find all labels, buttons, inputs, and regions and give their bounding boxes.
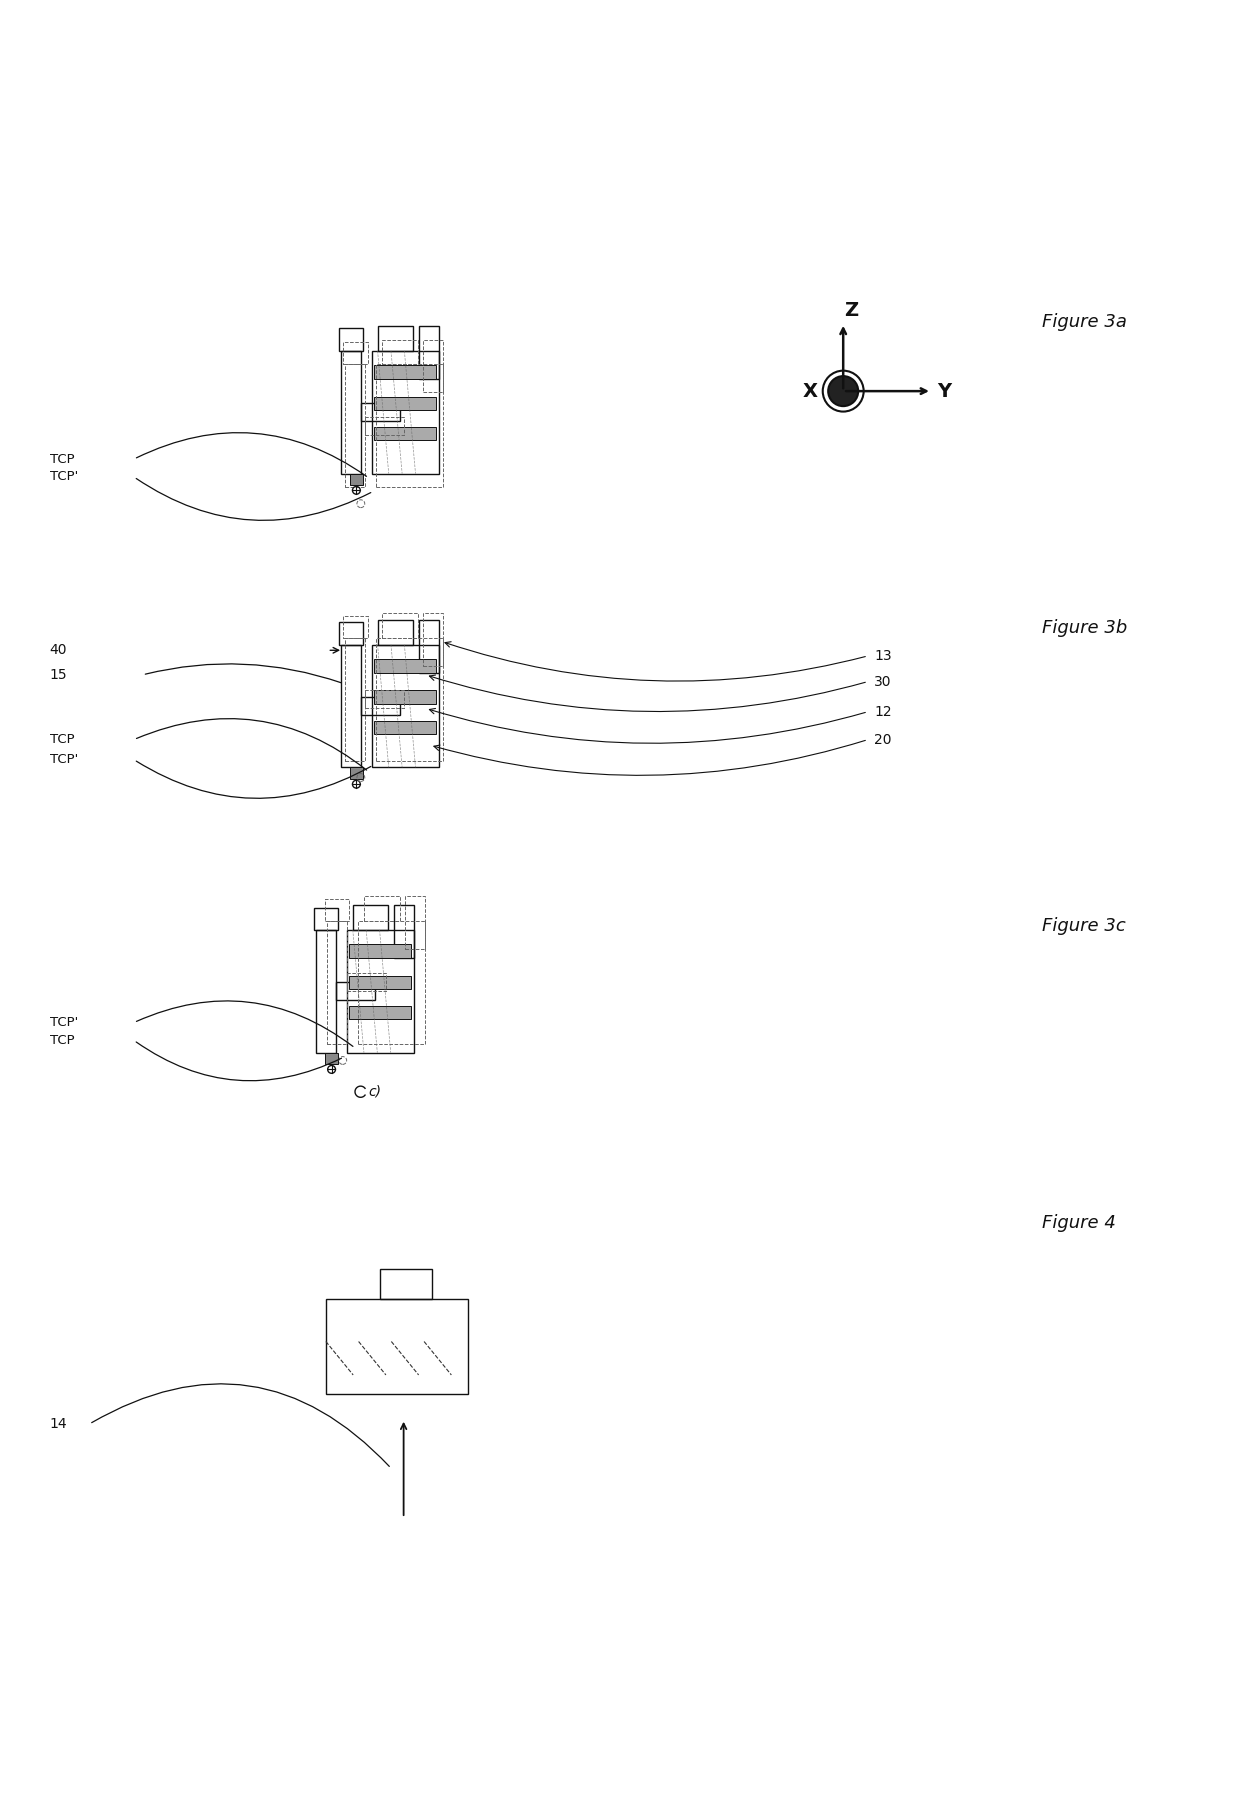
Text: c): c): [368, 1084, 382, 1099]
Bar: [353, 906, 388, 929]
Text: TCP': TCP': [50, 752, 78, 767]
Bar: [423, 339, 444, 391]
Text: Z: Z: [843, 301, 858, 319]
Bar: [377, 364, 444, 487]
Bar: [350, 767, 363, 779]
Bar: [325, 898, 350, 922]
Bar: [374, 658, 435, 673]
Text: TCP': TCP': [50, 471, 78, 483]
Bar: [374, 691, 435, 704]
Text: TCP: TCP: [50, 1034, 74, 1046]
Bar: [347, 974, 387, 990]
Bar: [347, 929, 414, 1054]
Bar: [343, 615, 367, 639]
Text: Y: Y: [937, 382, 951, 400]
Bar: [345, 639, 366, 761]
Bar: [365, 897, 399, 922]
Bar: [361, 696, 399, 714]
Bar: [314, 907, 339, 929]
Text: Figure 3c: Figure 3c: [1042, 916, 1126, 934]
Bar: [374, 397, 435, 410]
Bar: [358, 922, 425, 1045]
Text: 15: 15: [50, 667, 67, 682]
Bar: [336, 983, 374, 999]
Bar: [374, 366, 435, 379]
Bar: [423, 613, 444, 666]
Bar: [419, 327, 439, 379]
Bar: [326, 1299, 467, 1394]
Bar: [366, 417, 404, 435]
Text: 13: 13: [874, 649, 892, 662]
Bar: [339, 328, 363, 350]
Bar: [341, 644, 361, 767]
Bar: [350, 1007, 410, 1019]
Bar: [341, 350, 361, 474]
Bar: [366, 691, 404, 709]
Text: TCP': TCP': [50, 1016, 78, 1028]
Bar: [374, 428, 435, 440]
Bar: [377, 639, 444, 761]
Text: TCP: TCP: [50, 732, 74, 747]
Bar: [350, 474, 363, 485]
Text: Figure 3b: Figure 3b: [1042, 619, 1127, 637]
Bar: [374, 720, 435, 734]
Bar: [325, 1054, 339, 1064]
Bar: [419, 621, 439, 673]
Text: TCP: TCP: [50, 453, 74, 465]
Bar: [382, 613, 418, 639]
Bar: [327, 922, 347, 1045]
Bar: [381, 1268, 433, 1299]
Text: 30: 30: [874, 675, 892, 689]
Bar: [350, 976, 410, 989]
Bar: [394, 906, 414, 958]
Bar: [372, 350, 439, 474]
Bar: [405, 897, 425, 949]
Circle shape: [828, 375, 858, 406]
Bar: [382, 339, 418, 364]
Text: 40: 40: [50, 644, 67, 657]
Bar: [339, 622, 363, 644]
Bar: [350, 945, 410, 958]
Text: X: X: [802, 382, 817, 400]
Bar: [372, 644, 439, 767]
Bar: [343, 343, 367, 364]
Text: Figure 3a: Figure 3a: [1042, 314, 1126, 330]
Bar: [377, 621, 413, 644]
Bar: [316, 929, 336, 1054]
Bar: [361, 404, 399, 420]
Text: Figure 4: Figure 4: [1042, 1214, 1116, 1232]
Bar: [345, 364, 366, 487]
Text: 12: 12: [874, 705, 892, 718]
Bar: [377, 327, 413, 350]
Text: 14: 14: [50, 1416, 67, 1431]
Text: 20: 20: [874, 732, 892, 747]
